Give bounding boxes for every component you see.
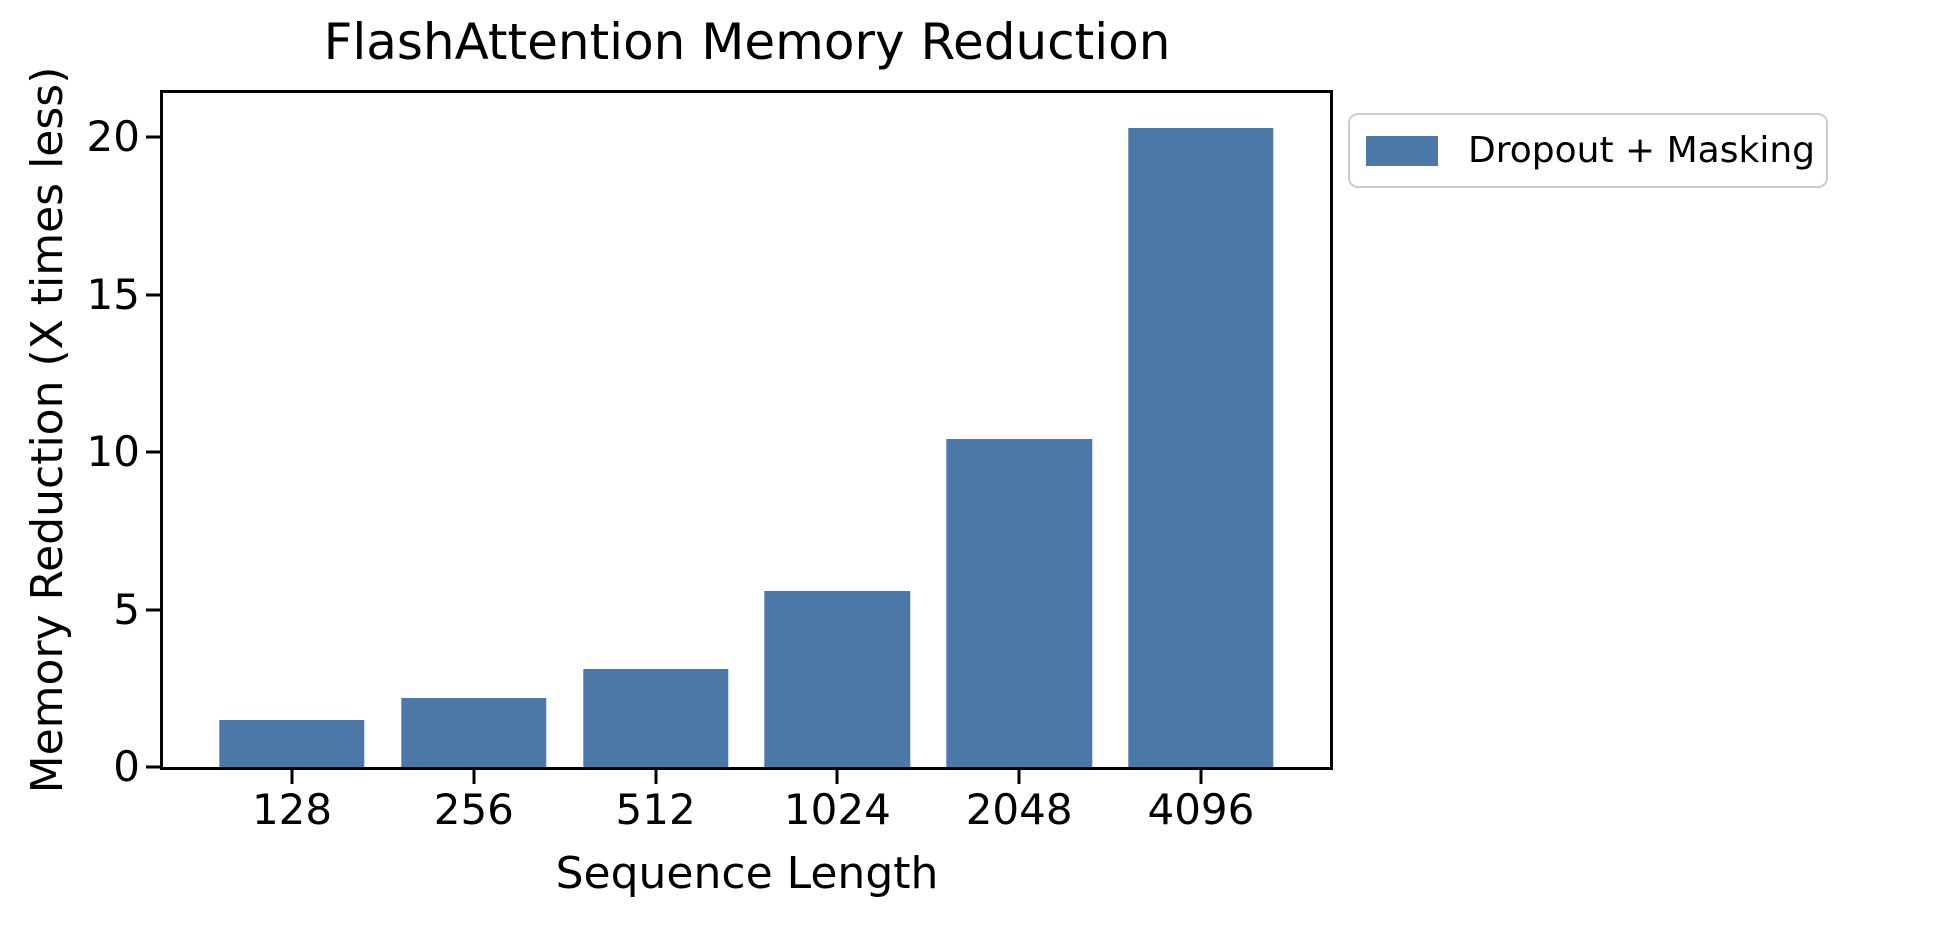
plot-area: 128 256 512 1024 2048 4096 0 5 10 15 20 xyxy=(87,90,1333,831)
y-tick-mark-5 xyxy=(146,608,160,612)
x-tick-mark-1024 xyxy=(835,770,839,784)
x-tick-label-256: 256 xyxy=(433,785,514,834)
bar-512 xyxy=(582,669,729,767)
y-axis-label: Memory Reduction (X times less) xyxy=(22,66,73,794)
y-tick-mark-20 xyxy=(146,135,160,139)
y-tick-label-10: 10 xyxy=(86,427,140,477)
x-tick-label-512: 512 xyxy=(615,785,696,834)
chart-title: FlashAttention Memory Reduction xyxy=(323,13,1171,71)
legend: Dropout + Masking xyxy=(1348,113,1828,188)
bar-256 xyxy=(401,697,547,767)
bar-2048 xyxy=(946,439,1092,767)
x-axis-label: Sequence Length xyxy=(555,848,939,899)
x-tick-label-4096: 4096 xyxy=(1147,785,1255,834)
y-tick-label-15: 15 xyxy=(86,269,140,319)
y-tick-label-20: 20 xyxy=(86,112,140,162)
y-tick-mark-0 xyxy=(146,765,160,769)
x-tick-label-128: 128 xyxy=(251,785,333,834)
bar-4096 xyxy=(1128,127,1274,767)
y-tick-mark-10 xyxy=(146,450,160,454)
bar-128 xyxy=(219,719,365,767)
legend-label: Dropout + Masking xyxy=(1468,129,1816,171)
x-tick-label-1024: 1024 xyxy=(783,785,891,834)
x-tick-label-2048: 2048 xyxy=(965,785,1073,834)
x-tick-mark-512 xyxy=(654,770,658,784)
legend-swatch xyxy=(1366,135,1438,166)
x-tick-mark-4096 xyxy=(1199,770,1203,784)
x-tick-mark-128 xyxy=(290,770,294,784)
x-tick-mark-256 xyxy=(472,770,476,784)
y-tick-mark-15 xyxy=(146,293,160,297)
bar-1024 xyxy=(764,590,911,767)
x-tick-mark-2048 xyxy=(1017,770,1021,784)
y-tick-label-0: 0 xyxy=(113,742,140,791)
y-tick-label-5: 5 xyxy=(113,584,140,634)
